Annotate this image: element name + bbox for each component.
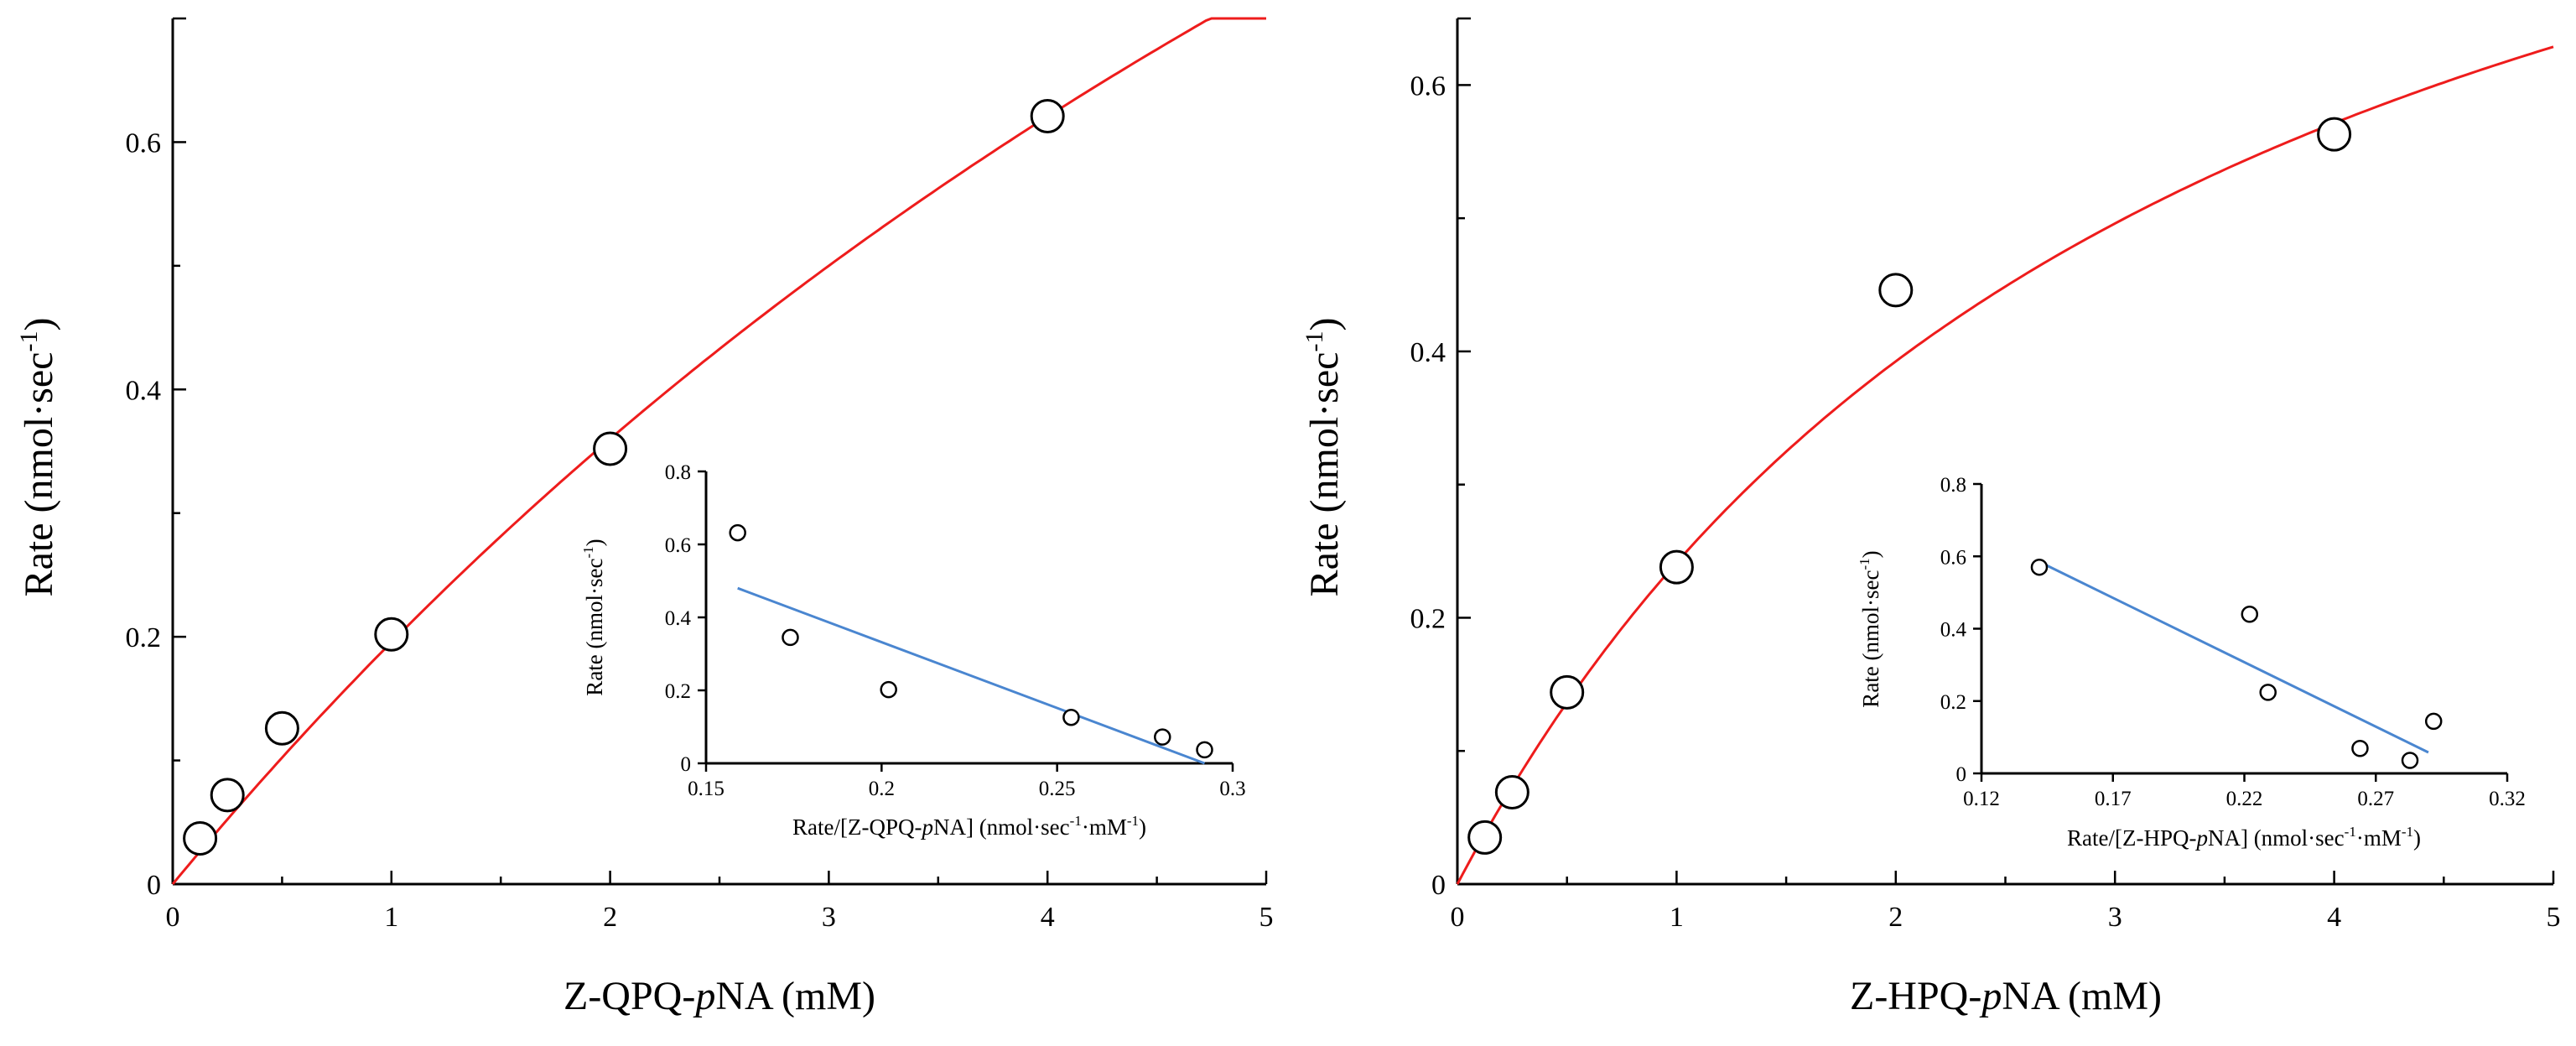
inset-x-tick-label: 0.2 — [869, 778, 895, 800]
x-tick-label: 4 — [1041, 902, 1055, 933]
x-tick-label: 0 — [1451, 902, 1465, 933]
x-tick-label: 1 — [384, 902, 398, 933]
data-point — [1550, 674, 1585, 710]
y-tick-label: 0.4 — [126, 375, 162, 406]
inset-y-tick-label: 0.4 — [665, 607, 692, 630]
inset-data-point — [1062, 708, 1080, 726]
inset-x-tick-label: 0.27 — [2357, 788, 2394, 810]
inset-data-point — [2030, 558, 2049, 576]
inset-y-axis-title: Rate (nmol·sec-1) — [1857, 550, 1883, 707]
inset-x-axis-title: Rate/[Z-HPQ-pNA] (nmol·sec-1·mM-1) — [2067, 824, 2421, 851]
inset-y-tick-label: 0.8 — [1940, 474, 1966, 497]
inset-data-point — [729, 523, 746, 542]
inset-data-point — [1196, 741, 1213, 759]
fit-curve — [1456, 45, 2554, 885]
data-point — [374, 617, 409, 652]
y-tick-label: 0 — [1431, 870, 1446, 901]
data-point — [1878, 273, 1914, 308]
inset-y-tick-label: 0.2 — [665, 680, 691, 703]
inset-x-axis-title: Rate/[Z-QPQ-pNA] (nmol·sec-1·mM-1) — [792, 813, 1146, 840]
inset-chart: 0.12 0.17 0.22 0.27 0.32 0 0.2 0.4 0.6 0.8 Rate/[Z… — [1857, 474, 2526, 851]
y-tick-label: 0.2 — [1410, 603, 1446, 634]
inset-y-tick-label: 0 — [681, 753, 692, 776]
inset-y-tick-label: 0.2 — [1940, 691, 1966, 714]
y-tick-label: 0.2 — [126, 622, 162, 653]
inset-x-tick-label: 0.3 — [1219, 778, 1245, 800]
inset-y-tick-label: 0 — [1956, 763, 1967, 786]
data-point — [593, 431, 628, 466]
chart-panel-left: 0 1 2 3 4 5 0 0.2 0.4 0.6 Z-QPQ-pNA (mM) Rate (nmol… — [15, 17, 1274, 1018]
x-tick-label: 5 — [1259, 902, 1274, 933]
inset-x-tick-label: 0.17 — [2095, 788, 2132, 810]
y-tick-label: 0.6 — [126, 127, 162, 159]
data-point — [210, 778, 245, 813]
inset-data-point — [2401, 752, 2419, 769]
y-axis-title: Rate (nmol·sec-1) — [1301, 318, 1347, 597]
data-point — [1494, 774, 1530, 809]
y-tick-label: 0.6 — [1410, 70, 1446, 101]
inset-x-tick-label: 0.22 — [2226, 788, 2263, 810]
inset-data-point — [2241, 606, 2259, 623]
inset-y-axis-title: Rate (nmol·sec-1) — [580, 539, 607, 695]
chart-panel-right: 0 1 2 3 4 5 0 0.2 0.4 0.6 Z-HPQ-pNA (mM) Rate (nmol… — [1301, 17, 2561, 1018]
inset-y-tick-label: 0.6 — [1940, 546, 1966, 569]
x-tick-label: 4 — [2327, 902, 2341, 933]
x-tick-label: 0 — [166, 902, 180, 933]
data-point — [183, 820, 218, 856]
inset-fit-line — [737, 586, 1206, 765]
data-point — [2317, 117, 2352, 152]
inset-x-tick-label: 0.12 — [1963, 788, 2000, 810]
x-axis-title: Z-QPQ-pNA (mM) — [564, 974, 875, 1018]
inset-fit-line — [2038, 560, 2429, 754]
inset-data-point — [782, 628, 799, 647]
x-tick-label: 3 — [2108, 902, 2122, 933]
data-point — [264, 710, 299, 746]
x-tick-label: 1 — [1670, 902, 1684, 933]
data-point — [1467, 820, 1503, 855]
fit-curve — [171, 17, 1266, 885]
y-tick-label: 0.4 — [1410, 337, 1446, 368]
inset-x-tick-label: 0.25 — [1039, 778, 1076, 800]
inset-data-point — [1154, 728, 1171, 746]
x-axis-title: Z-HPQ-pNA (mM) — [1850, 974, 2162, 1018]
inset-y-tick-label: 0.6 — [665, 534, 691, 557]
inset-y-tick-label: 0.8 — [665, 461, 691, 484]
inset-data-point — [2259, 684, 2277, 701]
inset-data-point — [2351, 739, 2369, 757]
inset-data-point — [880, 680, 897, 699]
x-tick-label: 5 — [2547, 902, 2561, 933]
data-point — [1030, 98, 1065, 133]
inset-x-tick-label: 0.32 — [2489, 788, 2526, 810]
y-axis-title: Rate (nmol·sec-1) — [15, 318, 61, 597]
inset-data-point — [2424, 712, 2443, 731]
inset-y-tick-label: 0.4 — [1940, 619, 1967, 642]
y-tick-label: 0 — [147, 870, 161, 901]
x-tick-label: 3 — [822, 902, 836, 933]
x-tick-label: 2 — [603, 902, 617, 933]
inset-chart: 0.15 0.2 0.25 0.3 0 0.2 0.4 0.6 0.8 Rate/[Z-QPQ-p… — [580, 461, 1246, 840]
x-tick-label: 2 — [1888, 902, 1903, 933]
data-point — [1659, 549, 1694, 585]
inset-x-tick-label: 0.15 — [688, 778, 724, 800]
